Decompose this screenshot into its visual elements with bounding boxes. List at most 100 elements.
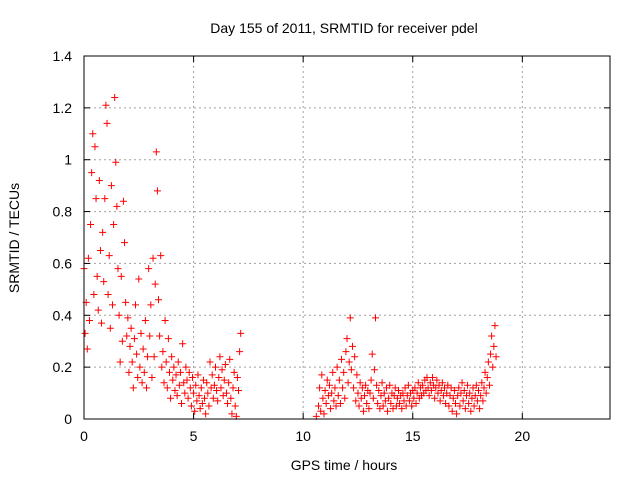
data-point — [176, 368, 184, 376]
data-point — [319, 394, 327, 402]
data-point — [456, 402, 464, 410]
data-point — [162, 358, 170, 366]
data-point — [460, 386, 468, 394]
data-point — [413, 389, 421, 397]
data-point — [113, 202, 121, 210]
data-point — [351, 353, 359, 361]
data-point — [347, 366, 355, 374]
data-point — [320, 410, 328, 418]
data-point — [398, 405, 406, 413]
data-point — [335, 376, 343, 384]
data-point — [130, 335, 138, 343]
data-point — [144, 353, 152, 361]
data-point — [96, 246, 104, 254]
data-point — [476, 405, 484, 413]
data-point — [83, 345, 91, 353]
data-point — [104, 291, 112, 299]
data-point — [419, 381, 427, 389]
data-point — [485, 381, 493, 389]
data-point — [470, 402, 478, 410]
data-point — [379, 402, 387, 410]
data-point — [105, 252, 113, 260]
data-point — [128, 358, 136, 366]
data-point — [412, 399, 420, 407]
data-point — [230, 368, 238, 376]
data-point — [159, 348, 167, 356]
data-point — [365, 405, 373, 413]
data-point — [370, 366, 378, 374]
data-point — [157, 252, 165, 260]
data-point — [107, 182, 115, 190]
data-point — [87, 221, 95, 229]
data-point — [328, 389, 336, 397]
data-point — [318, 371, 326, 379]
data-point — [455, 384, 463, 392]
data-point — [331, 384, 339, 392]
data-point — [492, 353, 500, 361]
data-point — [399, 389, 407, 397]
data-point — [453, 410, 461, 418]
data-point — [192, 381, 200, 389]
data-point — [193, 397, 201, 405]
data-point — [172, 371, 180, 379]
data-point — [170, 363, 178, 371]
data-point — [146, 332, 154, 340]
scatter-points — [80, 93, 500, 420]
data-point — [490, 342, 498, 350]
data-point — [173, 392, 181, 400]
data-point — [380, 389, 388, 397]
data-point — [186, 384, 194, 392]
data-point — [132, 301, 140, 309]
data-point — [89, 130, 97, 138]
grid-lines — [84, 56, 610, 419]
data-point — [208, 371, 216, 379]
data-point — [127, 324, 135, 332]
data-point — [171, 386, 179, 394]
data-point — [438, 379, 446, 387]
data-point — [117, 272, 125, 280]
data-point — [323, 376, 331, 384]
data-point — [216, 353, 224, 361]
data-point — [111, 93, 119, 101]
data-point — [387, 399, 395, 407]
data-point — [98, 319, 106, 327]
data-point — [213, 386, 221, 394]
data-point — [218, 366, 226, 374]
data-point — [85, 316, 93, 324]
data-point — [84, 254, 92, 262]
data-point — [153, 187, 161, 195]
data-point — [136, 363, 144, 371]
data-point — [395, 386, 403, 394]
data-point — [325, 381, 333, 389]
data-point — [184, 394, 192, 402]
data-point — [116, 358, 124, 366]
data-point — [204, 389, 212, 397]
data-point — [483, 374, 491, 382]
data-point — [160, 379, 168, 387]
data-point — [484, 358, 492, 366]
data-point — [103, 119, 111, 127]
data-point — [459, 397, 467, 405]
data-point — [344, 379, 352, 387]
data-point — [345, 358, 353, 366]
data-point — [126, 342, 134, 350]
data-point — [428, 374, 436, 382]
data-point — [179, 340, 187, 348]
y-tick-label: 0.6 — [53, 255, 73, 271]
data-point — [375, 386, 383, 394]
chart-title: Day 155 of 2011, SRMTID for receiver pde… — [210, 20, 477, 36]
data-point — [91, 143, 99, 151]
x-tick-label: 10 — [295, 428, 311, 444]
data-point — [161, 316, 169, 324]
y-tick-label: 1.4 — [53, 48, 73, 64]
data-point — [373, 381, 381, 389]
data-point — [114, 265, 122, 273]
data-point — [367, 376, 375, 384]
data-point — [368, 350, 376, 358]
data-point — [102, 101, 110, 109]
data-point — [150, 353, 158, 361]
data-point — [348, 342, 356, 350]
data-point — [183, 376, 191, 384]
data-point — [139, 345, 147, 353]
data-point — [95, 176, 103, 184]
